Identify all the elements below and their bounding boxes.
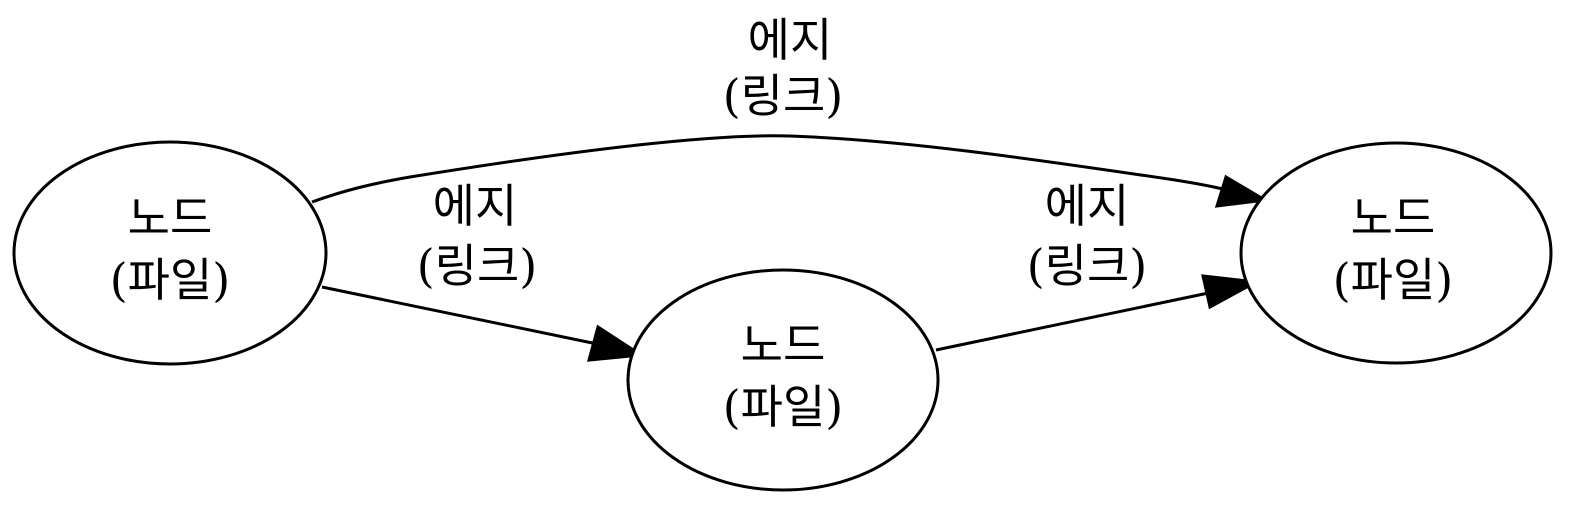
node-label: (파일) — [723, 380, 844, 434]
arrowhead-icon — [1214, 174, 1270, 208]
edge-left-to-middle: 에지 (링크) — [321, 179, 646, 362]
node-label: 노드 — [741, 318, 826, 372]
arrowhead-icon — [586, 324, 646, 362]
arrowhead-icon — [1201, 274, 1261, 310]
node-ellipse — [12, 140, 328, 366]
node-ellipse — [626, 268, 940, 492]
node-label: 노드 — [128, 191, 213, 245]
edge-line — [311, 134, 1231, 204]
edge-left-to-right: 에지 (링크) — [311, 13, 1270, 208]
node-right: 노드 (파일) — [1239, 141, 1553, 365]
node-ellipse — [1239, 141, 1553, 365]
node-label: (파일) — [1333, 253, 1454, 307]
edge-line — [935, 289, 1219, 352]
edge-line — [321, 285, 603, 347]
edge-label: (링크) — [1027, 239, 1148, 293]
edge-label: (링크) — [417, 239, 538, 293]
edge-label: (링크) — [723, 69, 844, 123]
edge-label: 에지 — [433, 179, 518, 233]
edge-middle-to-right: 에지 (링크) — [935, 179, 1261, 352]
node-middle: 노드 (파일) — [626, 268, 940, 492]
node-left: 노드 (파일) — [12, 140, 328, 366]
edge-label: 에지 — [1045, 179, 1130, 233]
node-label: (파일) — [110, 253, 231, 307]
node-label: 노드 — [1351, 191, 1436, 245]
edge-label: 에지 — [748, 13, 833, 67]
